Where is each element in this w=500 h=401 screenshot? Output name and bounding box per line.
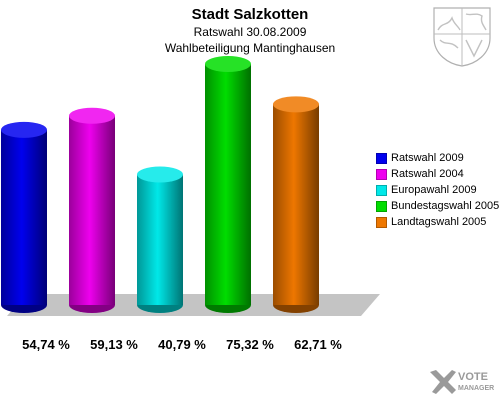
legend-swatch bbox=[376, 152, 387, 164]
value-label: 40,79 % bbox=[158, 337, 206, 352]
bar-top bbox=[1, 121, 47, 138]
legend-item: Europawahl 2009 bbox=[376, 182, 499, 198]
bar-top bbox=[205, 55, 251, 72]
bar-top bbox=[69, 107, 115, 124]
logo-text-manager: MANAGER bbox=[458, 385, 494, 392]
votemanager-logo: VOTE MANAGER bbox=[428, 366, 498, 396]
chart-floor bbox=[7, 294, 380, 316]
bar-body bbox=[137, 174, 183, 305]
value-label: 54,74 % bbox=[22, 337, 70, 352]
chart-subtitle: Ratswahl 30.08.2009 bbox=[193, 25, 307, 39]
coat-of-arms-icon bbox=[433, 7, 491, 67]
value-labels-group: 54,74 % 59,13 % 40,79 % 75,32 % 62,71 % bbox=[22, 337, 342, 352]
chart-title: Stadt Salzkotten bbox=[191, 6, 309, 23]
bar bbox=[205, 55, 251, 313]
chart-legend: Ratswahl 2009 Ratswahl 2004 Europawahl 2… bbox=[376, 150, 499, 230]
legend-swatch bbox=[376, 168, 387, 180]
bar bbox=[273, 96, 319, 313]
legend-label: Ratswahl 2009 bbox=[391, 152, 464, 164]
legend-swatch bbox=[376, 216, 387, 228]
value-label: 62,71 % bbox=[294, 337, 342, 352]
value-label: 75,32 % bbox=[226, 337, 274, 352]
legend-item: Ratswahl 2004 bbox=[376, 166, 499, 182]
legend-item: Bundestagswahl 2005 bbox=[376, 198, 499, 214]
chart-subtitle-2: Wahlbeteiligung Mantinghausen bbox=[164, 41, 336, 55]
legend-label: Bundestagswahl 2005 bbox=[391, 200, 500, 212]
bar-top bbox=[137, 166, 183, 183]
bar bbox=[1, 121, 47, 313]
legend-label: Ratswahl 2004 bbox=[391, 168, 464, 180]
bar-body bbox=[1, 129, 47, 305]
bar-body bbox=[69, 115, 115, 305]
logo-text-vote: VOTE bbox=[458, 371, 488, 383]
bars-group bbox=[1, 55, 319, 313]
legend-label: Landtagswahl 2005 bbox=[391, 216, 487, 228]
legend-swatch bbox=[376, 200, 387, 212]
ballot-cross-icon: VOTE MANAGER bbox=[430, 370, 494, 394]
chart-header: Stadt Salzkotten Ratswahl 30.08.2009 Wah… bbox=[0, 6, 500, 56]
bar bbox=[69, 107, 115, 313]
legend-item: Ratswahl 2009 bbox=[376, 150, 499, 166]
legend-item: Landtagswahl 2005 bbox=[376, 214, 499, 230]
bar-body bbox=[205, 63, 251, 306]
value-label: 59,13 % bbox=[90, 337, 138, 352]
legend-label: Europawahl 2009 bbox=[391, 184, 477, 196]
bar-top bbox=[273, 96, 319, 113]
legend-swatch bbox=[376, 184, 387, 196]
bar bbox=[137, 166, 183, 313]
bar-body bbox=[273, 104, 319, 305]
